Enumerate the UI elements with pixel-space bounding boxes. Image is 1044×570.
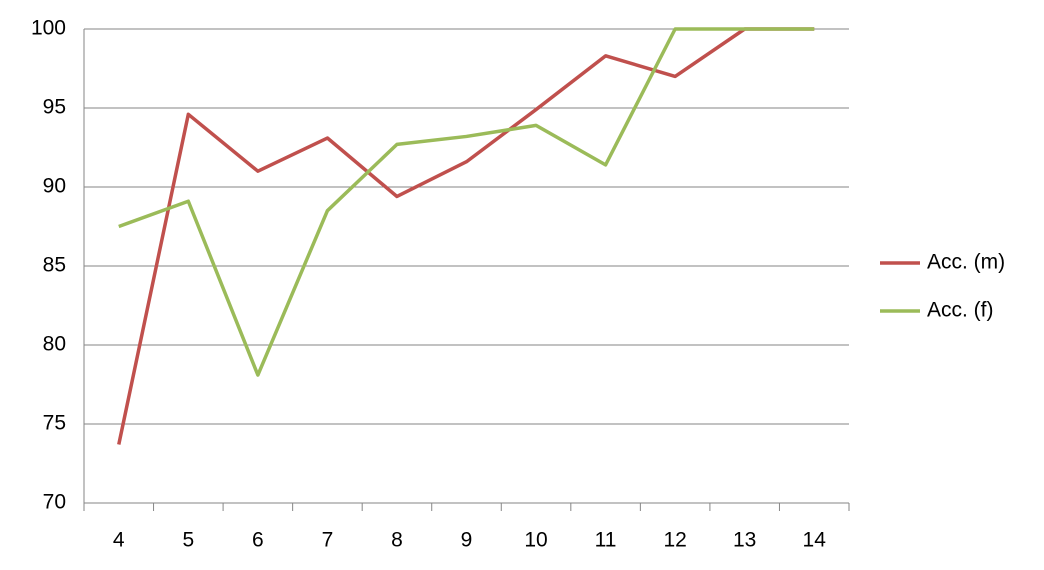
legend-label: Acc. (f): [927, 299, 994, 322]
x-tick-label: 5: [182, 529, 194, 552]
x-tick-label: 7: [322, 529, 334, 552]
series-line: [117, 27, 815, 445]
x-tick-label: 6: [252, 529, 264, 552]
x-tick-label: 8: [391, 529, 403, 552]
x-tick-label: 10: [524, 529, 547, 552]
x-tick-label: 13: [733, 529, 756, 552]
x-tick-label: 12: [663, 529, 686, 552]
y-tick-label: 95: [43, 96, 66, 119]
y-tick-label: 90: [43, 175, 66, 198]
x-tick-label: 11: [595, 529, 617, 552]
y-tick-label: 80: [43, 333, 66, 356]
legend-label: Acc. (m): [927, 251, 1005, 274]
y-tick-label: 75: [43, 412, 66, 435]
x-tick-label: 9: [461, 529, 473, 552]
x-tick-label: 14: [803, 529, 827, 552]
y-tick-label: 85: [43, 254, 66, 277]
x-tick-label: 4: [113, 529, 125, 552]
y-tick-label: 70: [43, 491, 66, 514]
series-line: [118, 27, 815, 377]
y-tick-label: 100: [31, 17, 66, 40]
